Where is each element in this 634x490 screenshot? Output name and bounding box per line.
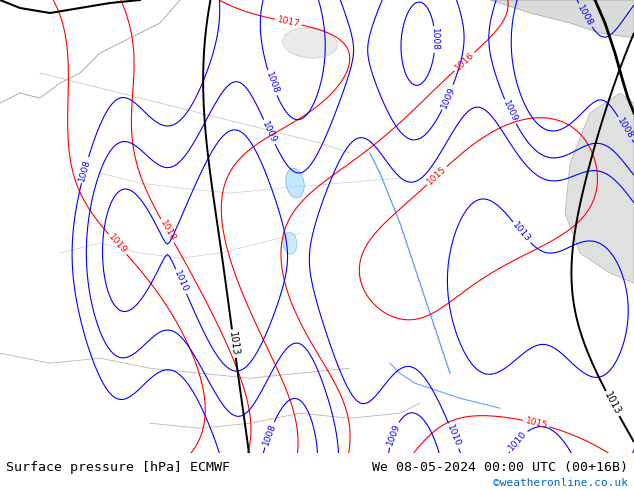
Text: 1009: 1009 [261, 120, 278, 144]
Text: 1015: 1015 [524, 416, 548, 431]
Text: 1013: 1013 [227, 331, 240, 356]
Text: 1016: 1016 [453, 50, 476, 73]
Text: 1008: 1008 [576, 3, 595, 27]
Text: 1010: 1010 [507, 429, 529, 452]
Polygon shape [490, 0, 634, 38]
Ellipse shape [283, 28, 337, 58]
Text: ©weatheronline.co.uk: ©weatheronline.co.uk [493, 478, 628, 488]
Text: 1008: 1008 [261, 422, 277, 447]
Polygon shape [565, 93, 634, 283]
Text: 1010: 1010 [172, 269, 190, 294]
Text: 1017: 1017 [276, 15, 301, 29]
Text: 1009: 1009 [439, 85, 456, 110]
Ellipse shape [283, 232, 297, 254]
Text: 1008: 1008 [77, 158, 92, 182]
Text: 1018: 1018 [158, 219, 177, 243]
Text: 1008: 1008 [615, 116, 634, 141]
Text: 1008: 1008 [430, 28, 439, 51]
Text: 1009: 1009 [501, 99, 519, 124]
Text: 1013: 1013 [602, 391, 623, 416]
Text: 1019: 1019 [107, 233, 129, 256]
Text: 1010: 1010 [445, 423, 462, 448]
Text: 1008: 1008 [264, 71, 280, 95]
Text: Surface pressure [hPa] ECMWF: Surface pressure [hPa] ECMWF [6, 462, 230, 474]
Text: 1015: 1015 [425, 165, 448, 187]
Text: 1009: 1009 [385, 422, 401, 447]
Text: 1013: 1013 [511, 221, 533, 244]
Ellipse shape [286, 168, 304, 198]
Text: We 08-05-2024 00:00 UTC (00+16B): We 08-05-2024 00:00 UTC (00+16B) [372, 462, 628, 474]
